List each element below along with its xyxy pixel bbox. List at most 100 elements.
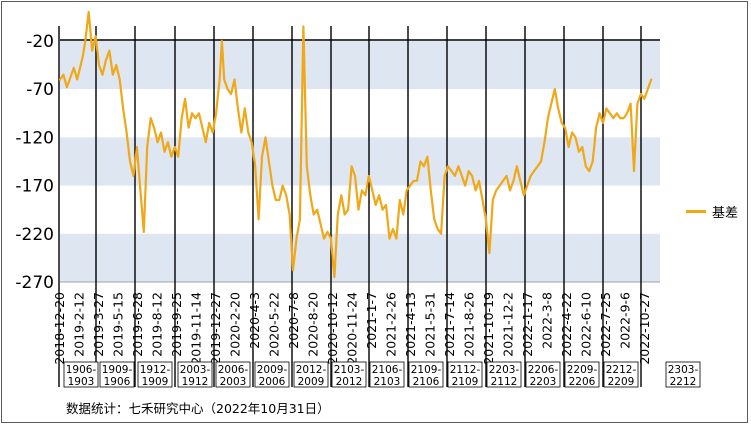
contract-top: 2003- xyxy=(180,364,211,376)
contract-bottom: 2109 xyxy=(452,376,479,388)
contract-box xyxy=(293,361,329,388)
band-2 xyxy=(60,233,660,282)
x-tick-label: 2022-3-8 xyxy=(540,292,555,349)
x-tick-label: 2020-7-8 xyxy=(286,292,301,349)
contract-top: 1909- xyxy=(102,364,133,376)
y-tick-label: -270 xyxy=(15,273,54,293)
contract-box xyxy=(215,361,251,388)
band-0 xyxy=(60,40,660,90)
x-tick-label: 2019-9-25 xyxy=(169,292,184,357)
y-tick-label: -170 xyxy=(15,177,54,197)
data-source-note: 数据统计：七禾研究中心（2022年10月31日） xyxy=(66,401,330,416)
contract-bottom: 2206 xyxy=(569,376,596,388)
contract-box xyxy=(137,361,173,388)
y-tick-label: -220 xyxy=(15,225,54,245)
legend-label: 基差 xyxy=(712,206,739,221)
x-tick-label: 2019-12-27 xyxy=(208,292,223,365)
contract-bottom: 2203 xyxy=(530,376,557,388)
contract-bottom: 1909 xyxy=(142,376,169,388)
x-tick-label: 2019-6-28 xyxy=(130,292,145,357)
contract-box xyxy=(564,361,600,388)
x-tick-label: 2020-11-24 xyxy=(345,292,360,365)
x-tick-label: 2022-7-25 xyxy=(598,292,613,357)
contract-bottom: 2012 xyxy=(336,376,363,388)
band-1 xyxy=(60,137,660,186)
contract-top: 2106- xyxy=(372,364,403,376)
contract-box xyxy=(99,361,135,388)
contract-labels: 1906-19031909-19061912-19092003-19122006… xyxy=(63,361,701,388)
contract-top: 1906- xyxy=(66,364,97,376)
contract-bottom: 2112 xyxy=(491,376,518,388)
contract-top: 2009- xyxy=(257,364,288,376)
x-tick-label: 2021-5-31 xyxy=(423,292,438,357)
contract-label-15: 2303-2212 xyxy=(665,361,701,388)
legend-swatch xyxy=(686,210,706,213)
band-top xyxy=(60,12,660,41)
contract-box xyxy=(447,361,483,388)
contract-top: 2112- xyxy=(450,364,481,376)
contract-top: 1912- xyxy=(140,364,171,376)
contract-label-10: 2112-2109 xyxy=(447,361,483,388)
y-tick-label: -20 xyxy=(26,32,54,52)
x-tick-label: 2020-2-20 xyxy=(228,292,243,357)
contract-box xyxy=(665,361,701,388)
x-tick-label: 2019-5-15 xyxy=(111,292,126,357)
contract-box xyxy=(63,361,99,388)
contract-label-11: 2203-2112 xyxy=(486,361,522,388)
contract-top: 2006- xyxy=(218,364,249,376)
contract-bottom: 1903 xyxy=(68,376,95,388)
x-tick-label: 2022-4-22 xyxy=(559,292,574,357)
contract-label-3: 2003-1912 xyxy=(177,361,213,388)
x-tick-label: 2021-2-26 xyxy=(384,292,399,357)
contract-box xyxy=(254,361,290,388)
horizontal-gridlines xyxy=(60,39,660,283)
contract-rollover-lines xyxy=(58,26,642,387)
contract-label-1: 1909-1906 xyxy=(99,361,135,388)
contract-label-8: 2106-2103 xyxy=(369,361,405,388)
x-tick-label: 2020-5-22 xyxy=(267,292,282,357)
x-tick-label: 2020-4-3 xyxy=(247,292,262,349)
x-tick-label: 2021-8-26 xyxy=(462,292,477,357)
legend: 基差 xyxy=(686,202,738,221)
contract-top: 2203- xyxy=(489,364,520,376)
x-tick-label: 2019-2-12 xyxy=(72,292,87,357)
contract-bottom: 2009 xyxy=(298,376,325,388)
x-tick-label: 2022-6-10 xyxy=(579,292,594,357)
contract-label-0: 1906-1903 xyxy=(63,361,99,388)
contract-box xyxy=(331,361,367,388)
x-tick-label: 2021-4-13 xyxy=(403,292,418,357)
contract-top: 2206- xyxy=(528,364,559,376)
y-tick-label: -70 xyxy=(26,80,54,100)
contract-top: 2212- xyxy=(606,364,637,376)
contract-top: 2012- xyxy=(296,364,327,376)
contract-bottom: 2103 xyxy=(374,376,401,388)
contract-bottom: 2212 xyxy=(670,376,697,388)
x-tick-label: 2020-10-12 xyxy=(325,292,340,365)
contract-label-7: 2103-2012 xyxy=(331,361,367,388)
contract-top: 2303- xyxy=(668,364,699,376)
contract-label-12: 2206-2203 xyxy=(525,361,561,388)
x-tick-label: 2021-10-19 xyxy=(481,292,496,365)
x-tick-label: 2021-1-7 xyxy=(364,292,379,349)
alternating-bands xyxy=(60,12,660,282)
contract-bottom: 2106 xyxy=(413,376,440,388)
y-tick-label: -120 xyxy=(15,128,54,148)
x-tick-label: 2019-3-27 xyxy=(91,292,106,357)
contract-box xyxy=(486,361,522,388)
x-tick-label: 2022-9-6 xyxy=(618,292,633,349)
contract-label-5: 2009-2006 xyxy=(254,361,290,388)
y-axis-ticks: -20 -70 -120 -170 -220 -270 xyxy=(15,32,54,293)
contract-bottom: 1906 xyxy=(104,376,131,388)
contract-label-2: 1912-1909 xyxy=(137,361,173,388)
basis-series-line xyxy=(58,10,653,279)
x-tick-label: 2018-12-20 xyxy=(52,292,67,365)
contract-label-13: 2209-2206 xyxy=(564,361,600,388)
contract-label-4: 2006-2003 xyxy=(215,361,251,388)
x-axis-ticks: 2018-12-20 2019-2-12 2019-3-27 2019-5-15 201… xyxy=(52,292,652,365)
contract-bottom: 1912 xyxy=(182,376,209,388)
contract-label-14: 2212-2209 xyxy=(603,361,639,388)
contract-box xyxy=(369,361,405,388)
x-tick-label: 2021-7-14 xyxy=(442,292,457,357)
x-tick-label: 2020-8-20 xyxy=(306,292,321,357)
